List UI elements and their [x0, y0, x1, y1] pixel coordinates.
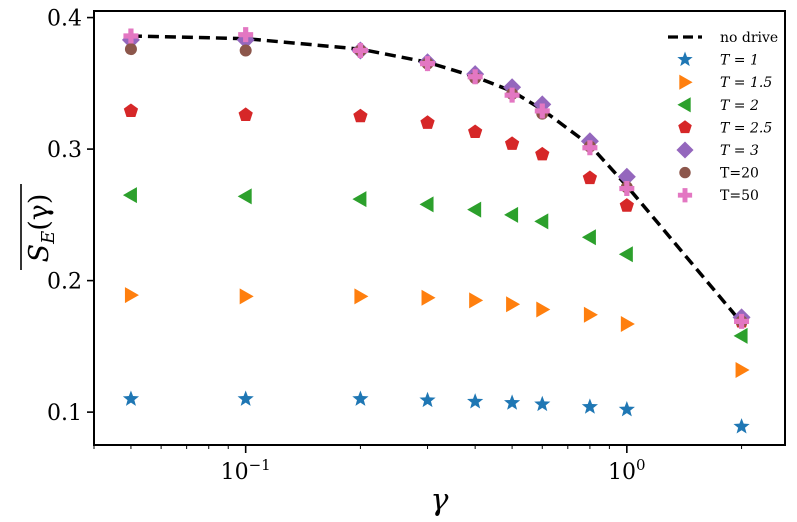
y-tick-label: 0.2: [47, 270, 82, 295]
data-point: [421, 289, 436, 306]
legend-entry-3: T = 2: [677, 97, 759, 114]
data-point: [620, 316, 635, 333]
data-point: [123, 28, 139, 44]
legend-entry-7: T=50: [677, 188, 759, 204]
data-point: [123, 103, 139, 118]
data-point: [419, 391, 436, 408]
data-point: [467, 69, 483, 85]
series-3: [122, 187, 748, 344]
data-point: [467, 393, 484, 409]
legend-label: T=50: [720, 188, 759, 204]
data-point: [354, 288, 369, 305]
legend-swatch: [678, 120, 692, 134]
data-point: [506, 296, 521, 313]
data-point: [238, 27, 254, 43]
legend-entry-4: T = 2.5: [678, 120, 772, 136]
series-1: [122, 390, 750, 434]
data-point: [619, 181, 635, 197]
data-point: [734, 313, 750, 329]
data-point: [124, 287, 139, 304]
legend-label: T = 1: [720, 53, 759, 69]
series-6: [124, 43, 748, 328]
data-point: [239, 288, 254, 305]
axes: 0.1 0.2 0.3 0.4 10−1 100 γ SE(γ): [20, 7, 786, 518]
data-point: [583, 306, 598, 323]
data-point: [352, 42, 368, 58]
data-point: [504, 87, 520, 103]
data-point: [238, 107, 253, 121]
y-tick-label: 0.4: [47, 7, 82, 32]
legend-label: T = 2: [720, 98, 759, 114]
data-point: [504, 206, 519, 223]
data-point: [469, 292, 484, 309]
legend-label: no drive: [720, 30, 778, 46]
legend-swatch: [679, 166, 691, 179]
data-point: [619, 198, 634, 212]
data-point: [582, 170, 598, 185]
data-point: [617, 167, 636, 186]
legend-swatch: [677, 51, 693, 67]
legend-entry-6: T=20: [679, 166, 759, 182]
data-point: [535, 146, 550, 161]
legend-label: T = 2.5: [720, 120, 772, 136]
legend-label: T=20: [720, 166, 759, 182]
data-point: [536, 301, 551, 318]
data-point: [534, 395, 551, 412]
data-point: [733, 418, 750, 434]
data-point: [581, 398, 598, 414]
y-tick-label: 0.3: [47, 138, 82, 163]
series-line: [130, 34, 743, 324]
data-point: [733, 327, 748, 344]
series-7: [123, 27, 750, 329]
series-0: [130, 34, 743, 324]
data-point: [353, 108, 368, 123]
series-2: [124, 287, 750, 379]
data-point: [504, 394, 521, 410]
legend-swatch: [677, 188, 693, 203]
data-point: [239, 44, 252, 57]
data-point: [352, 191, 367, 208]
legend-entry-2: T = 1.5: [679, 74, 772, 91]
legend-label: T = 3: [720, 143, 759, 159]
data-point: [467, 201, 482, 218]
data-point: [534, 103, 550, 119]
data-point: [122, 390, 140, 406]
data-point: [420, 56, 436, 72]
legend: no drive T = 1 T = 1.5 T = 2 T = 2.5 T = 3 T=2…: [668, 30, 778, 204]
plot-frame: [93, 10, 786, 446]
legend-swatch: [676, 141, 694, 159]
data-point: [735, 362, 750, 379]
data-point: [504, 136, 520, 150]
data-point: [237, 188, 252, 205]
legend-swatch: [679, 74, 693, 90]
legend-label: T = 1.5: [720, 75, 772, 91]
data-point: [237, 390, 254, 406]
data-point: [419, 196, 434, 213]
x-tick-label: 10−1: [221, 456, 271, 485]
data-point: [581, 229, 596, 246]
data-point: [122, 187, 137, 204]
data-point: [124, 43, 137, 56]
y-axis-label: SE(γ): [24, 194, 59, 263]
data-point: [352, 390, 369, 406]
y-axis-label-group: SE(γ): [20, 184, 59, 270]
legend-entry-5: T = 3: [676, 141, 759, 159]
legend-entry-1: T = 1: [677, 51, 759, 69]
data-point: [534, 213, 549, 230]
y-tick-label: 0.1: [47, 401, 82, 426]
series-4: [123, 103, 749, 328]
data-point: [618, 246, 633, 263]
series-5: [121, 30, 751, 327]
data-point: [582, 140, 598, 156]
plot-area: [121, 27, 751, 434]
data-point: [420, 115, 435, 129]
legend-entry-0: no drive: [668, 30, 778, 46]
x-axis-label: γ: [431, 483, 449, 518]
x-tick-label: 100: [608, 456, 646, 485]
legend-swatch: [677, 97, 691, 113]
data-point: [468, 124, 483, 139]
data-point: [618, 400, 635, 417]
